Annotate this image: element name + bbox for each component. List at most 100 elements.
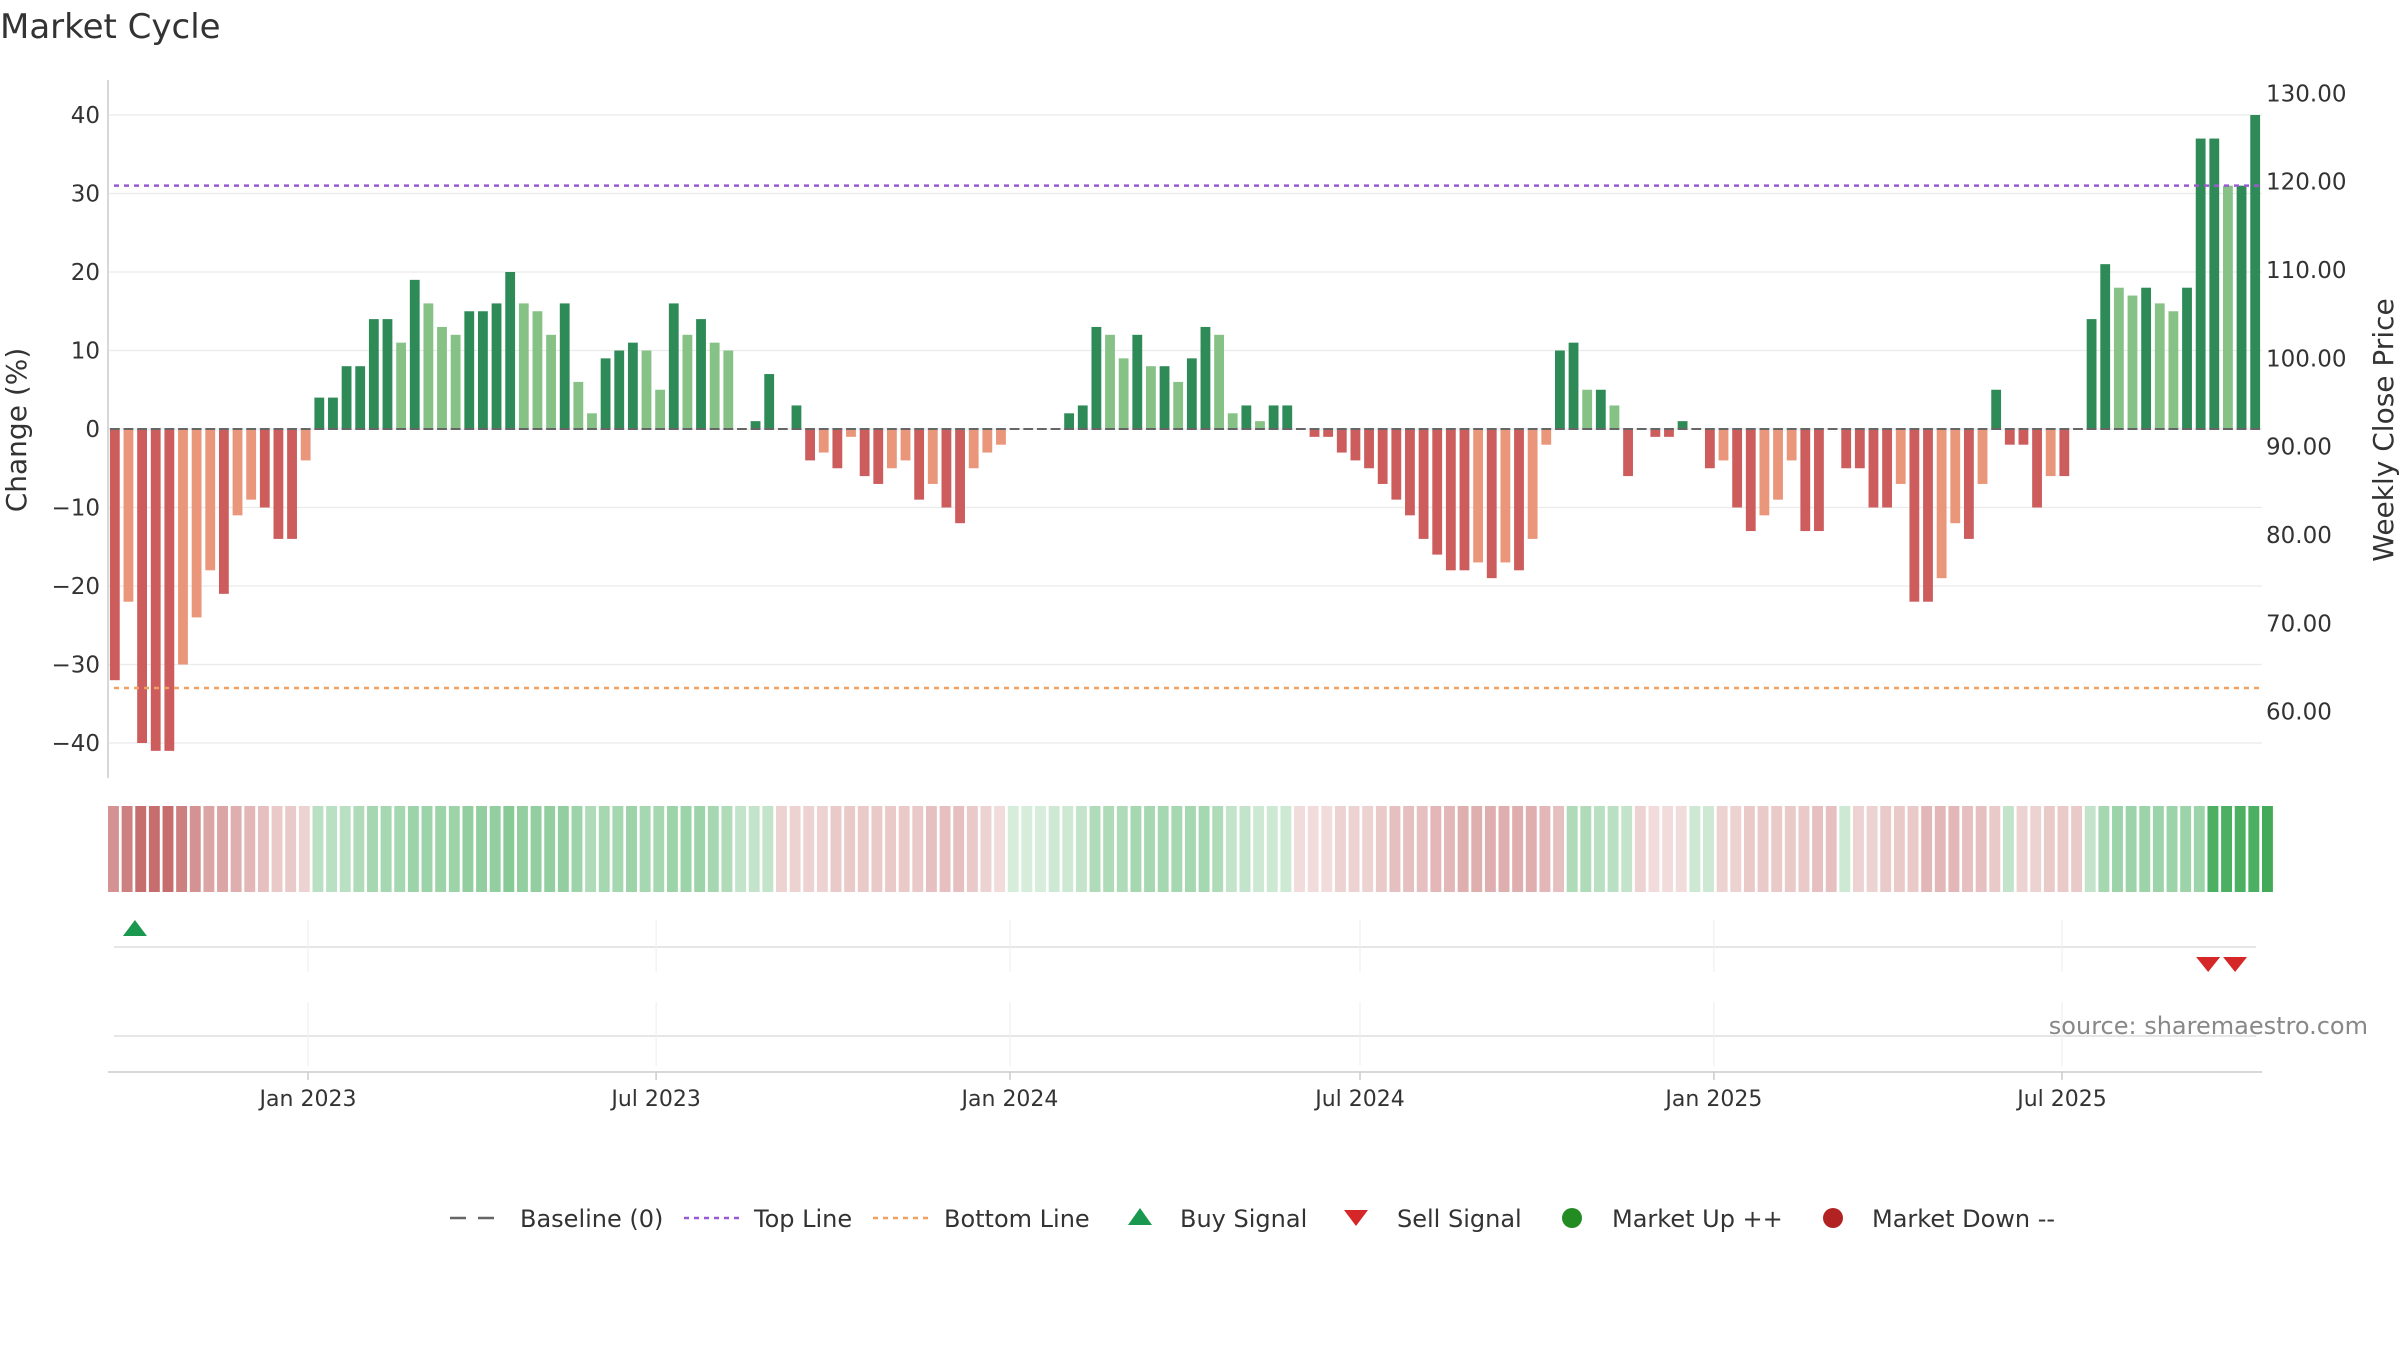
heat-cell [271,806,283,892]
change-bar [1336,429,1347,453]
heat-cell [176,806,188,892]
heat-cell [2193,806,2205,892]
change-bar [123,429,134,602]
heat-cell [2043,806,2055,892]
sell-signal-marker [2223,957,2248,972]
legend-label: Bottom Line [944,1205,1090,1233]
heat-cell [2071,806,2083,892]
heat-cell [1198,806,1210,892]
change-bar [505,272,516,429]
change-bar [1991,389,2002,429]
change-bar [1623,429,1633,477]
change-bar [982,429,993,453]
change-bar [859,429,870,477]
y-tick-label: −20 [51,574,100,600]
y2-tick-label: 110.00 [2266,258,2346,284]
heat-cell [776,806,787,892]
heat-cell [1130,806,1142,892]
y2-tick-label: 60.00 [2266,700,2332,726]
heat-cell [148,806,160,892]
legend-item-market-down: Market Down -- [1823,1205,2055,1233]
change-bar [927,429,938,484]
heat-cell [2221,806,2233,892]
heat-cell [2030,806,2042,892]
change-bar [941,429,952,508]
legend-item-buy: Buy Signal [1128,1205,1307,1233]
change-bar [1241,405,1252,429]
change-bar [696,319,706,429]
change-bar [1977,429,1988,484]
heat-cell [994,806,1006,892]
heat-cell [1689,806,1701,892]
change-bar [218,429,229,594]
change-bar [886,429,897,469]
change-bar [818,429,829,453]
change-bar [1377,429,1388,484]
change-bar [1391,429,1402,500]
y-tick-label: −30 [51,653,100,679]
y2-axis-ticks: 130.00 120.00 110.00 100.00 90.00 80.00 70.00 6… [2266,81,2346,725]
heat-cell [1334,806,1346,892]
heat-cell [762,806,774,892]
heat-cell [244,806,256,892]
change-bar [1200,326,1211,429]
heat-cell [121,806,133,892]
legend-item-bottom-line: Bottom Line [873,1205,1090,1233]
heat-cell [1280,806,1292,892]
heat-cell [721,806,733,892]
heat-strip [108,806,2273,892]
heat-cell [203,806,215,892]
heat-cell [748,806,760,892]
y-axis-ticks: 40 30 20 10 0 −10 −20 −30 −40 [51,103,100,757]
change-bar [273,429,284,539]
change-bar [1173,381,1184,429]
heat-cell [1389,806,1401,892]
heat-cell [1348,806,1360,892]
heat-cell [1553,806,1564,892]
legend-item-baseline: Baseline (0) [450,1205,663,1233]
y-tick-label: 40 [71,103,100,129]
heat-cell [1989,806,2001,892]
x-tick-label: Jul 2025 [2015,1087,2107,1112]
change-bar [709,342,720,429]
heat-cell [1934,806,1946,892]
change-bar [1105,334,1115,429]
heat-cell [230,806,242,892]
change-bar [150,429,161,751]
change-bar [1405,429,1415,516]
change-bar [191,429,202,618]
legend-item-sell: Sell Signal [1344,1205,1522,1233]
heat-cell [1171,806,1183,892]
x-tick-label: Jan 2025 [1663,1087,1762,1112]
change-bar [137,429,147,743]
change-bar [2045,429,2056,477]
change-bar [1514,429,1524,571]
change-bar [655,389,666,429]
change-bar [1459,429,1470,571]
heat-cell [2207,806,2219,892]
heat-cell [1225,806,1237,892]
change-bar [1077,405,1088,429]
heat-cell [980,806,992,892]
change-bar [1664,429,1674,437]
legend-item-market-up: Market Up ++ [1562,1205,1783,1233]
heat-cell [544,806,556,892]
heat-cell [1007,806,1019,892]
change-bar [1718,429,1729,461]
heat-cell [557,806,569,892]
change-bar [546,334,556,429]
heat-cell [380,806,392,892]
change-bar [314,397,325,429]
change-bar [764,374,775,429]
change-bar [1909,429,1920,602]
legend-buy-triangle-icon [1128,1208,1152,1225]
y2-tick-label: 70.00 [2266,611,2332,637]
change-bar [1418,429,1429,539]
heat-cell [135,806,147,892]
y-tick-label: 30 [71,182,100,208]
heat-cell [830,806,842,892]
heat-cell [871,806,883,892]
change-bar [791,405,802,429]
change-bar [1786,429,1797,461]
change-bar [382,319,393,429]
